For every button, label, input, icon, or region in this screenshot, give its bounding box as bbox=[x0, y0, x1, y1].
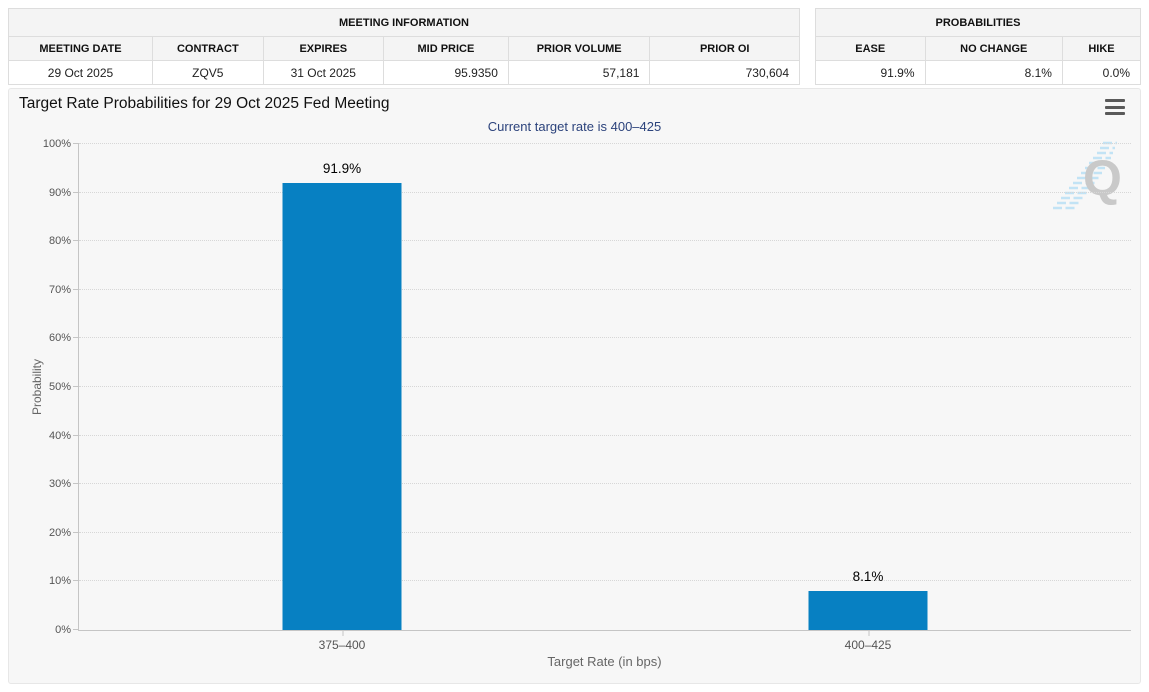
col-meeting-date: MEETING DATE bbox=[8, 36, 153, 61]
y-gridline bbox=[79, 434, 1131, 436]
y-axis-tick-label: 10% bbox=[48, 575, 71, 588]
col-prior-oi: PRIOR OI bbox=[649, 36, 800, 61]
y-axis-tick bbox=[73, 483, 79, 485]
meeting-date-value: 29 Oct 2025 bbox=[8, 60, 153, 85]
chart-title: Target Rate Probabilities for 29 Oct 202… bbox=[19, 95, 390, 112]
chart-context-menu-button[interactable] bbox=[1105, 99, 1127, 115]
y-gridline bbox=[79, 240, 1131, 242]
y-axis-tick-label: 100% bbox=[42, 138, 71, 150]
mid-price-value: 95.9350 bbox=[382, 60, 509, 85]
hike-value: 0.0% bbox=[1061, 60, 1142, 85]
y-axis-tick-label: 90% bbox=[48, 186, 71, 199]
y-gridline bbox=[79, 143, 1131, 144]
probability-bar bbox=[808, 590, 928, 630]
y-axis-tick bbox=[73, 288, 79, 290]
probability-bar bbox=[282, 183, 402, 630]
y-axis-tick-label: 60% bbox=[48, 332, 71, 345]
y-axis-tick-label: 50% bbox=[48, 381, 71, 393]
bar-category-400–425: 8.1% 400–425 bbox=[808, 144, 928, 652]
col-prior-volume: PRIOR VOLUME bbox=[507, 36, 651, 61]
col-mid-price: MID PRICE bbox=[382, 36, 509, 61]
meeting-information-header: MEETING INFORMATION bbox=[8, 8, 800, 37]
x-axis-title: Target Rate (in bps) bbox=[547, 654, 662, 669]
ease-value: 91.9% bbox=[815, 60, 926, 85]
y-axis-tick-label: 0% bbox=[55, 624, 71, 636]
x-axis-tick bbox=[868, 630, 869, 636]
probabilities-table: PROBABILITIES EASE NO CHANGE HIKE 91.9% … bbox=[815, 8, 1142, 85]
chart-subtitle: Current target rate is 400–425 bbox=[487, 119, 662, 134]
probabilities-column-headers: EASE NO CHANGE HIKE bbox=[815, 36, 1142, 61]
prior-oi-value: 730,604 bbox=[649, 60, 800, 85]
y-axis-tick bbox=[73, 580, 79, 582]
y-gridline bbox=[79, 386, 1131, 387]
y-axis-tick-label: 20% bbox=[48, 526, 71, 539]
contract-value: ZQV5 bbox=[151, 60, 264, 85]
col-no-change: NO CHANGE bbox=[924, 36, 1063, 61]
hamburger-icon bbox=[1105, 99, 1125, 102]
col-contract: CONTRACT bbox=[151, 36, 264, 61]
hamburger-icon bbox=[1105, 105, 1125, 109]
meeting-information-column-headers: MEETING DATE CONTRACT EXPIRES MID PRICE … bbox=[8, 36, 800, 61]
y-axis-tick bbox=[73, 434, 79, 436]
x-axis-category-label: 400–425 bbox=[844, 638, 892, 652]
prior-volume-value: 57,181 bbox=[507, 60, 651, 85]
hamburger-icon bbox=[1105, 112, 1125, 115]
y-axis-tick bbox=[73, 386, 79, 387]
y-gridline bbox=[79, 483, 1131, 485]
y-gridline bbox=[79, 580, 1131, 582]
table-row: 91.9% 8.1% 0.0% bbox=[815, 60, 1142, 85]
y-axis-tick-label: 40% bbox=[48, 429, 71, 442]
col-ease: EASE bbox=[815, 36, 926, 61]
y-gridline bbox=[79, 531, 1131, 533]
col-expires: EXPIRES bbox=[262, 36, 384, 61]
bar-value-label: 91.9% bbox=[322, 161, 362, 177]
table-row: 29 Oct 2025 ZQV5 31 Oct 2025 95.9350 57,… bbox=[8, 60, 800, 85]
plot-area: 0% 10% 20% 30% 40% 50% 60% 70% 80% 90% 100% 91.9% 37… bbox=[43, 138, 1131, 652]
y-axis-tick-label: 80% bbox=[48, 235, 71, 248]
y-axis-tick-label: 30% bbox=[48, 478, 71, 491]
expires-value: 31 Oct 2025 bbox=[262, 60, 384, 85]
y-gridline bbox=[79, 191, 1131, 193]
y-axis-tick-label: 70% bbox=[48, 283, 71, 296]
probabilities-header: PROBABILITIES bbox=[815, 8, 1141, 37]
summary-tables: MEETING INFORMATION MEETING DATE CONTRAC… bbox=[8, 8, 1142, 85]
y-gridline bbox=[79, 288, 1131, 290]
y-axis-tick bbox=[73, 191, 79, 193]
fedwatch-chart-card: Target Rate Probabilities for 29 Oct 202… bbox=[8, 88, 1141, 684]
y-axis-tick bbox=[73, 240, 79, 242]
x-axis-category-label: 375–400 bbox=[318, 638, 366, 652]
y-axis-tick bbox=[73, 143, 79, 144]
y-axis-tick bbox=[73, 337, 79, 339]
y-gridline bbox=[79, 337, 1131, 339]
bar-category-375–400: 91.9% 375–400 bbox=[282, 144, 402, 652]
no-change-value: 8.1% bbox=[924, 60, 1063, 85]
meeting-information-table: MEETING INFORMATION MEETING DATE CONTRAC… bbox=[8, 8, 800, 85]
y-axis-tick bbox=[73, 531, 79, 533]
y-axis-tick bbox=[73, 629, 79, 630]
x-axis-tick bbox=[342, 630, 343, 636]
col-hike: HIKE bbox=[1061, 36, 1142, 61]
bar-value-label: 8.1% bbox=[852, 568, 884, 584]
